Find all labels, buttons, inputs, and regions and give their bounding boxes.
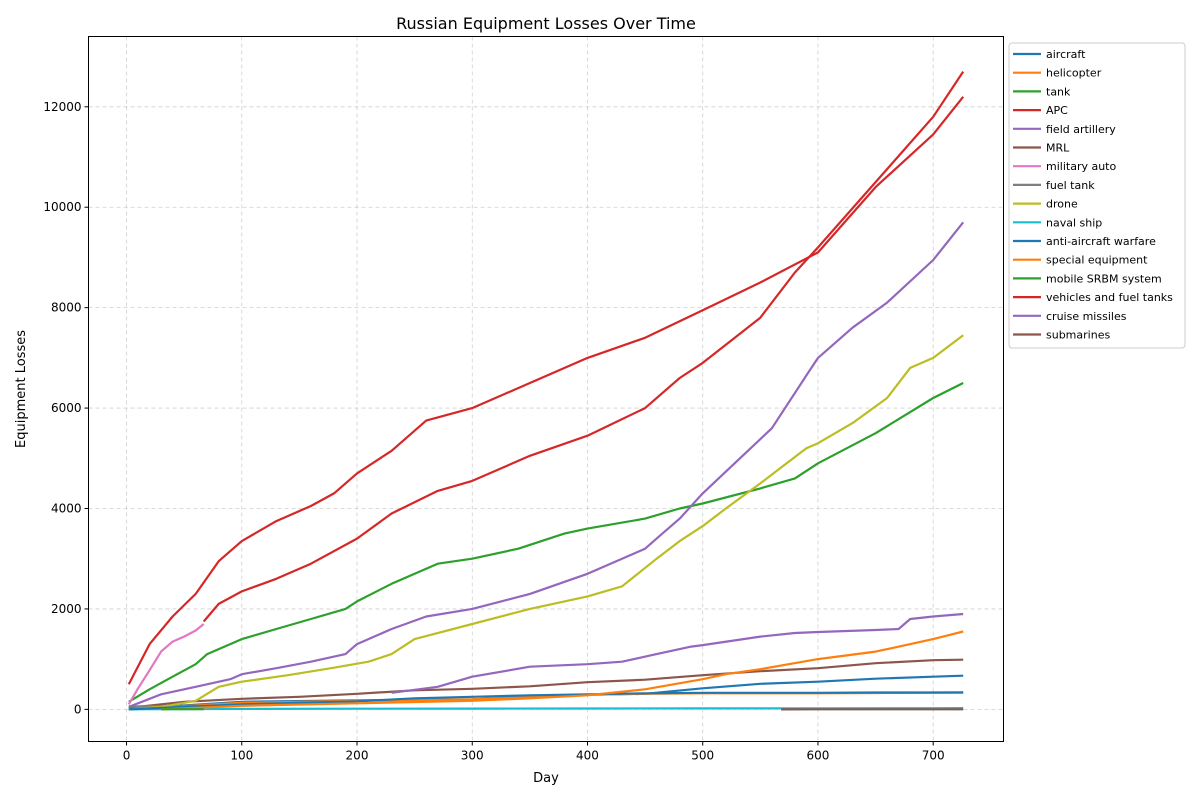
x-tick-label: 200 bbox=[346, 749, 369, 763]
legend-label-military-auto: military auto bbox=[1046, 160, 1116, 173]
legend-label-naval-ship: naval ship bbox=[1046, 216, 1102, 229]
legend-box bbox=[1008, 42, 1186, 349]
x-axis-ticks: 0 100 200 300 400 500 600 700 bbox=[123, 741, 945, 763]
legend-label-tank: tank bbox=[1046, 85, 1071, 98]
x-tick-label: 500 bbox=[691, 749, 714, 763]
series-line-cruise-missiles bbox=[391, 612, 964, 694]
y-tick-label: 0 bbox=[74, 702, 82, 716]
x-tick-label: 600 bbox=[807, 749, 830, 763]
legend-label-cruise-missiles: cruise missiles bbox=[1046, 310, 1127, 323]
legend-label-aircraft: aircraft bbox=[1046, 48, 1086, 61]
series-line-military-auto bbox=[127, 623, 205, 705]
series-line-field-artillery bbox=[128, 221, 965, 708]
x-tick-label: 300 bbox=[461, 749, 484, 763]
legend-label-drone: drone bbox=[1046, 198, 1078, 211]
y-axis-label: Equipment Losses bbox=[14, 330, 29, 448]
y-tick-label: 8000 bbox=[51, 301, 82, 315]
series-line-mrl bbox=[128, 658, 964, 709]
y-tick-label: 12000 bbox=[43, 100, 81, 114]
x-axis-label: Day bbox=[533, 771, 559, 786]
legend-label-fuel-tank: fuel tank bbox=[1046, 179, 1095, 192]
x-tick-label: 400 bbox=[576, 749, 599, 763]
chart-title: Russian Equipment Losses Over Time bbox=[396, 14, 696, 33]
legend: aircraft helicopter tank APC field artillery… bbox=[1008, 42, 1186, 349]
series-line-anti-aircraft-warfare bbox=[128, 691, 964, 711]
series-lines bbox=[127, 70, 965, 711]
series-line-apc bbox=[127, 96, 965, 685]
x-tick-label: 100 bbox=[230, 749, 253, 763]
legend-label-field-artillery: field artillery bbox=[1046, 123, 1116, 136]
series-line-vehicles-and-fuel-tanks bbox=[202, 70, 965, 623]
grid-lines bbox=[88, 36, 1004, 742]
y-tick-label: 4000 bbox=[51, 502, 82, 516]
x-tick-label: 0 bbox=[123, 749, 131, 763]
legend-label-mrl: MRL bbox=[1046, 142, 1070, 155]
series-line-drone bbox=[128, 334, 964, 711]
legend-label-anti-aircraft-warfare: anti-aircraft warfare bbox=[1046, 235, 1156, 248]
y-tick-label: 2000 bbox=[51, 602, 82, 616]
y-axis-ticks: 0 2000 4000 6000 8000 10000 12000 bbox=[43, 100, 89, 716]
legend-label-submarines: submarines bbox=[1046, 329, 1110, 342]
x-tick-label: 700 bbox=[922, 749, 945, 763]
legend-label-mobile-srbm-system: mobile SRBM system bbox=[1046, 272, 1162, 285]
series-line-tank bbox=[128, 382, 964, 703]
series-line-special-equipment bbox=[161, 630, 964, 711]
legend-label-vehicles-and-fuel-tanks: vehicles and fuel tanks bbox=[1046, 291, 1173, 304]
legend-label-special-equipment: special equipment bbox=[1046, 254, 1148, 267]
y-tick-label: 6000 bbox=[51, 401, 82, 415]
y-tick-label: 10000 bbox=[43, 200, 81, 214]
legend-label-helicopter: helicopter bbox=[1046, 67, 1102, 80]
legend-label-apc: APC bbox=[1046, 104, 1068, 117]
plot-frame bbox=[88, 36, 1004, 742]
